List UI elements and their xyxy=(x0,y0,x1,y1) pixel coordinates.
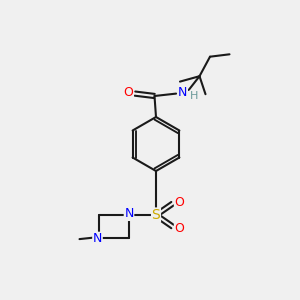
Text: S: S xyxy=(152,208,160,222)
Text: O: O xyxy=(175,196,184,209)
Text: N: N xyxy=(93,232,102,245)
Text: H: H xyxy=(190,91,198,101)
Text: O: O xyxy=(175,221,184,235)
Text: N: N xyxy=(124,207,134,220)
Text: O: O xyxy=(124,86,133,100)
Text: N: N xyxy=(178,85,188,99)
